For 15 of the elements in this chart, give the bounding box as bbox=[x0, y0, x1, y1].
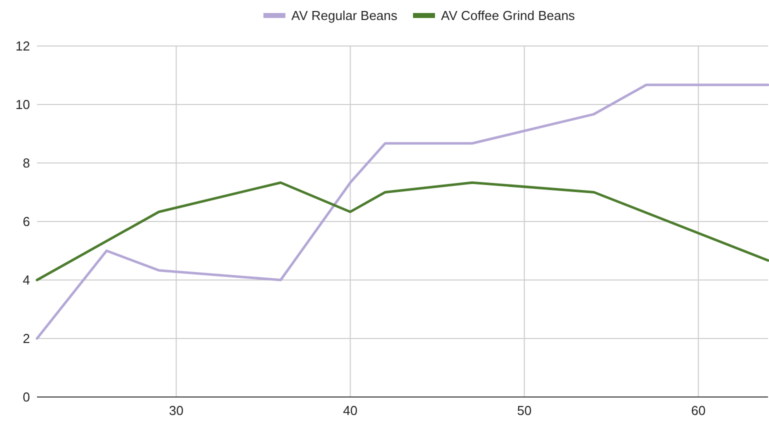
x-tick-label: 60 bbox=[691, 403, 706, 418]
y-tick-label: 8 bbox=[22, 156, 30, 171]
legend-label: AV Coffee Grind Beans bbox=[441, 8, 576, 23]
x-tick-label: 50 bbox=[517, 403, 532, 418]
line-series bbox=[36, 84, 769, 340]
x-tick-label: 40 bbox=[343, 403, 358, 418]
y-tick-label: 4 bbox=[22, 272, 30, 288]
line-series bbox=[36, 181, 769, 282]
y-tick-label: 0 bbox=[22, 390, 30, 405]
y-tick-label: 10 bbox=[16, 97, 30, 112]
y-tick-label: 6 bbox=[22, 214, 30, 230]
y-tick-label: 12 bbox=[16, 38, 30, 54]
y-tick-label: 2 bbox=[22, 331, 30, 346]
legend-label: AV Regular Beans bbox=[291, 8, 398, 23]
x-tick-label: 30 bbox=[169, 403, 184, 418]
